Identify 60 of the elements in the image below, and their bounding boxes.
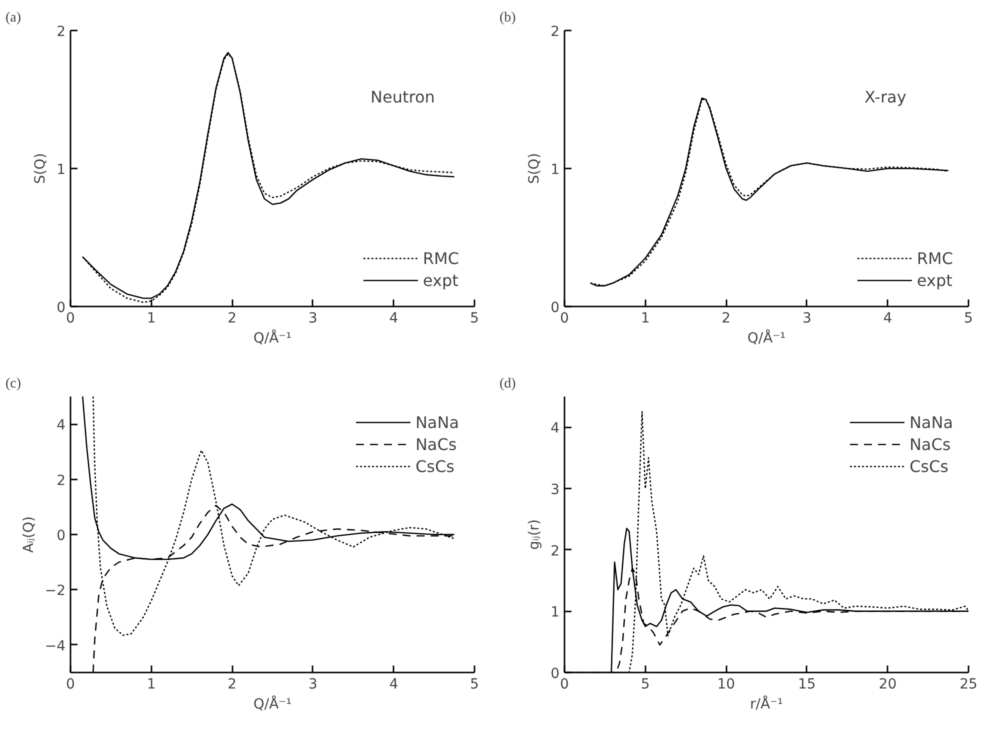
y-tick-label: 0	[56, 300, 66, 316]
y-tick-label: 4	[550, 420, 560, 437]
chart-title: (a)	[6, 10, 22, 26]
x-tick-label: 1	[146, 676, 156, 692]
x-axis-title: Q/Å⁻¹	[253, 696, 292, 712]
x-tick-label: 2	[722, 310, 731, 326]
y-tick-label: 0	[550, 666, 560, 682]
y-axis-title: gᵢⱼ(r)	[526, 519, 543, 550]
x-tick-label: 5	[470, 310, 479, 326]
x-tick-label: 1	[146, 310, 156, 326]
legend-label: NaNa	[909, 412, 953, 433]
x-tick-label: 4	[389, 310, 398, 326]
x-tick-label: 4	[883, 310, 892, 326]
y-tick-label: 2	[56, 24, 66, 40]
x-tick-label: 25	[960, 676, 978, 692]
x-tick-label: 5	[470, 676, 479, 692]
y-tick-label: 2	[550, 24, 560, 40]
legend-label: CsCs	[415, 456, 454, 477]
legend-label: NaCs	[415, 434, 457, 455]
y-tick-label: 3	[550, 482, 560, 498]
x-axis-title: Q/Å⁻¹	[253, 330, 292, 346]
legend-label: NaCs	[909, 434, 951, 455]
y-tick-label: 0	[56, 528, 66, 544]
legend-label: expt	[916, 270, 952, 291]
legend-label: expt	[422, 270, 458, 291]
x-tick-label: 5	[640, 676, 650, 692]
x-tick-label: 3	[802, 310, 812, 326]
y-axis-title: S(Q)	[32, 153, 49, 184]
x-tick-label: 1	[640, 310, 650, 326]
legend-label: RMC	[422, 248, 459, 269]
annotation: X-ray	[864, 88, 906, 106]
annotation: Neutron	[370, 88, 435, 106]
chart-title: (c)	[6, 376, 22, 392]
y-tick-label: 4	[56, 418, 66, 434]
x-tick-label: 5	[964, 310, 973, 326]
x-tick-label: 2	[228, 310, 237, 326]
y-axis-title: S(Q)	[526, 153, 543, 184]
y-tick-label: 0	[550, 300, 560, 316]
x-tick-label: 10	[717, 676, 736, 692]
x-tick-label: 4	[389, 676, 398, 692]
x-tick-label: 20	[878, 676, 897, 692]
legend-label: NaNa	[415, 412, 459, 433]
legend-label: RMC	[916, 248, 953, 269]
chart-title: (b)	[500, 10, 516, 26]
x-tick-label: 2	[228, 676, 237, 692]
x-axis-title: r/Å⁻¹	[750, 696, 784, 712]
chart-title: (d)	[500, 376, 516, 392]
legend-label: CsCs	[909, 456, 948, 477]
x-tick-label: 3	[308, 676, 318, 692]
x-tick-label: 15	[798, 676, 816, 692]
y-tick-label: 1	[550, 604, 560, 621]
y-axis-title: Aᵢⱼ(Q)	[20, 516, 37, 553]
x-axis-title: Q/Å⁻¹	[747, 330, 786, 346]
y-tick-label: 2	[56, 472, 66, 489]
y-tick-label: −2	[44, 583, 66, 600]
y-tick-label: 1	[56, 162, 66, 178]
y-tick-label: 1	[550, 162, 560, 178]
y-tick-label: 2	[550, 543, 560, 560]
y-tick-label: −4	[44, 638, 66, 654]
x-tick-label: 3	[308, 310, 318, 326]
